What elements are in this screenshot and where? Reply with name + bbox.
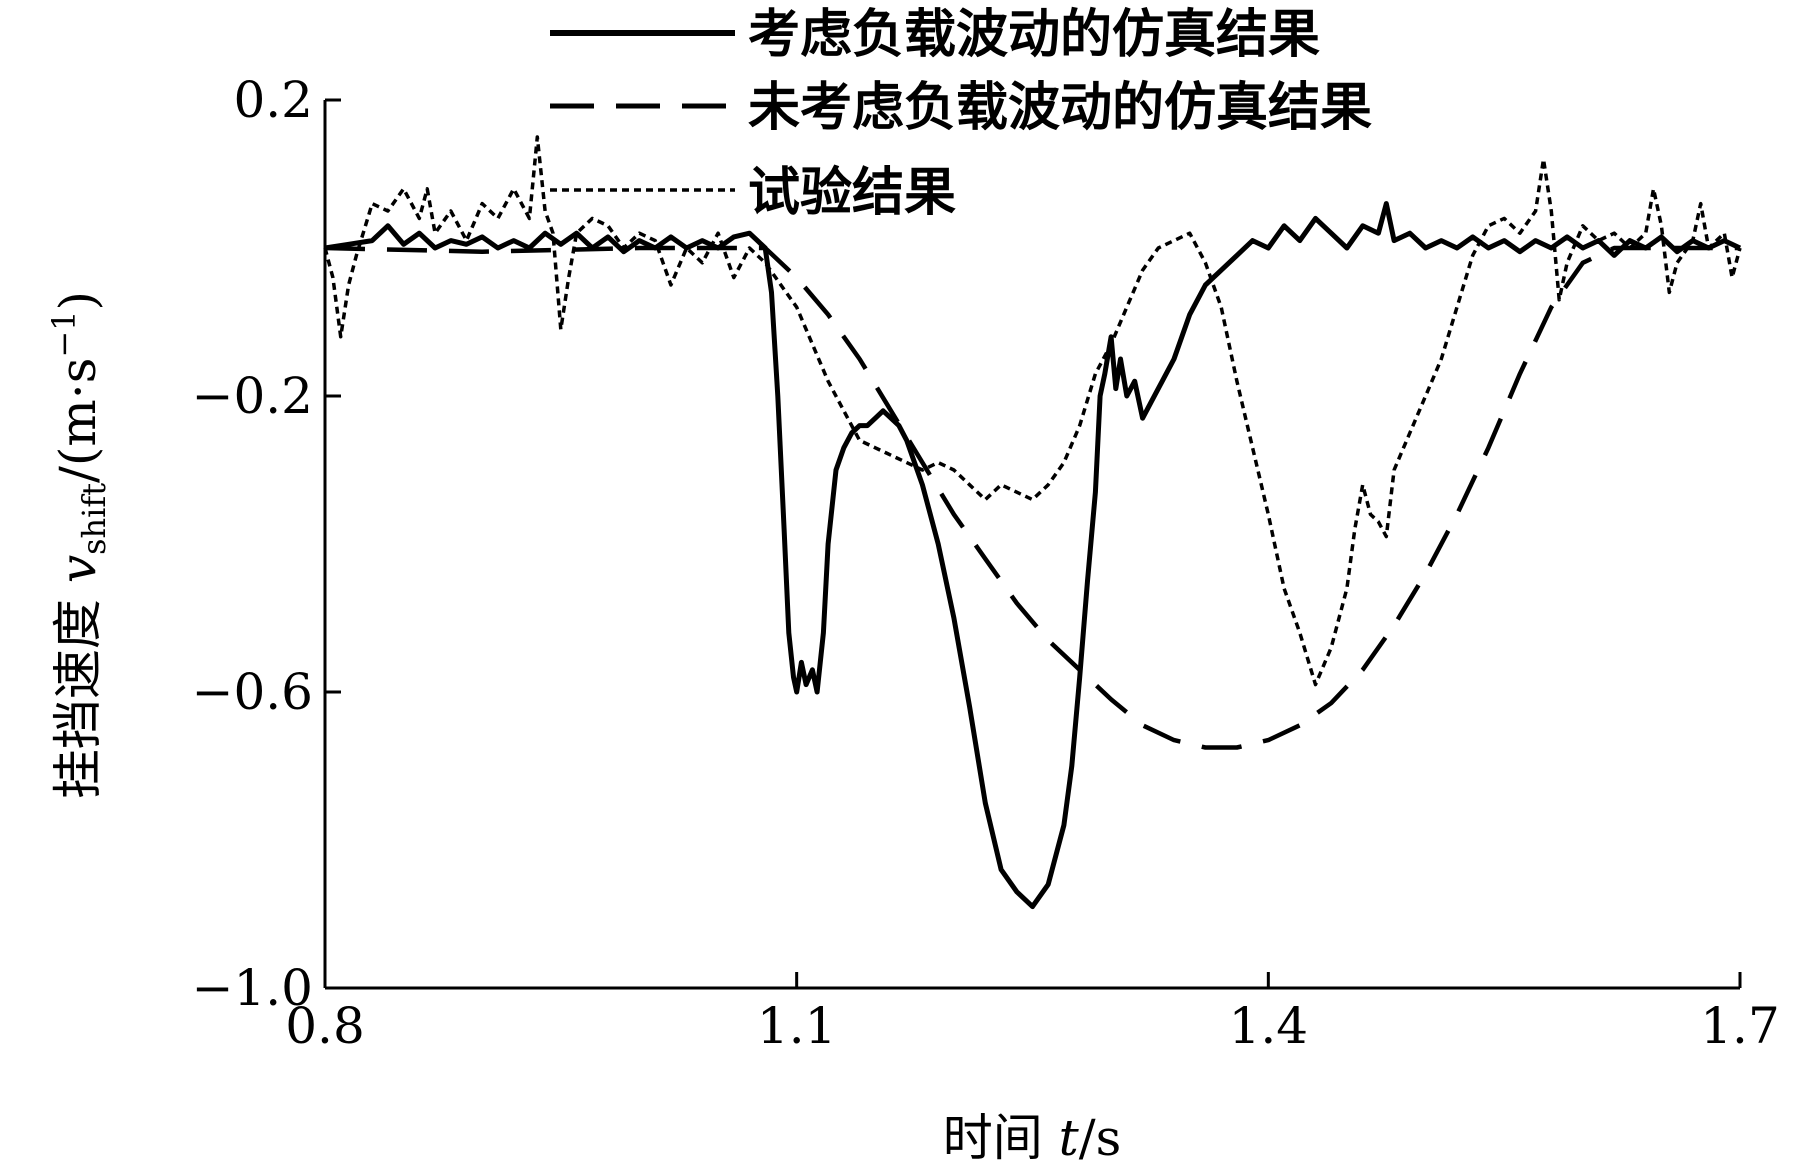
y-axis-title-unit-open: /(m·s	[49, 358, 107, 483]
series-line-dashed	[324, 245, 1740, 750]
axes	[323, 100, 1740, 990]
y-axis-title-unit-close: )	[49, 291, 107, 311]
series-line-solid	[324, 201, 1742, 910]
y-tick-label: −0.6	[192, 663, 313, 721]
legend-label-dashed: 未考虑负载波动的仿真结果	[748, 77, 1372, 138]
y-tick-label: −0.2	[192, 367, 313, 425]
legend-label-dotted: 试验结果	[748, 162, 956, 223]
legend-label-solid: 考虑负载波动的仿真结果	[748, 4, 1320, 65]
legend: 考虑负载波动的仿真结果 未考虑负载波动的仿真结果 试验结果	[550, 4, 1372, 223]
x-axis-title-prefix: 时间	[943, 1109, 1059, 1161]
series-line-dotted	[323, 135, 1742, 687]
x-tick-label: 1.7	[1700, 997, 1780, 1055]
y-axis-title-sup: −1	[45, 310, 83, 357]
x-tick-label: 0.8	[285, 997, 365, 1055]
y-tick-label: −1.0	[192, 959, 313, 1017]
x-tick-label: 1.4	[1229, 997, 1309, 1055]
y-axis-title-var: v	[49, 555, 107, 583]
x-axis-title-var: t	[1059, 1109, 1080, 1161]
y-axis-title-prefix: 挂挡速度	[49, 583, 107, 799]
y-axis-title: 挂挡速度 vshift/(m·s−1)	[45, 291, 113, 799]
x-tick-label: 1.1	[757, 997, 837, 1055]
x-axis-title-unit: /s	[1079, 1109, 1122, 1161]
y-tick-label: 0.2	[233, 71, 313, 129]
x-axis-title: 时间 t/s	[943, 1109, 1122, 1161]
series-layer	[323, 135, 1742, 910]
y-axis-title-sub: shift	[75, 483, 113, 555]
ticks: 0.8 1.1 1.4 1.7 0.2 −0.2 −0.6 −1.0	[192, 71, 1780, 1055]
